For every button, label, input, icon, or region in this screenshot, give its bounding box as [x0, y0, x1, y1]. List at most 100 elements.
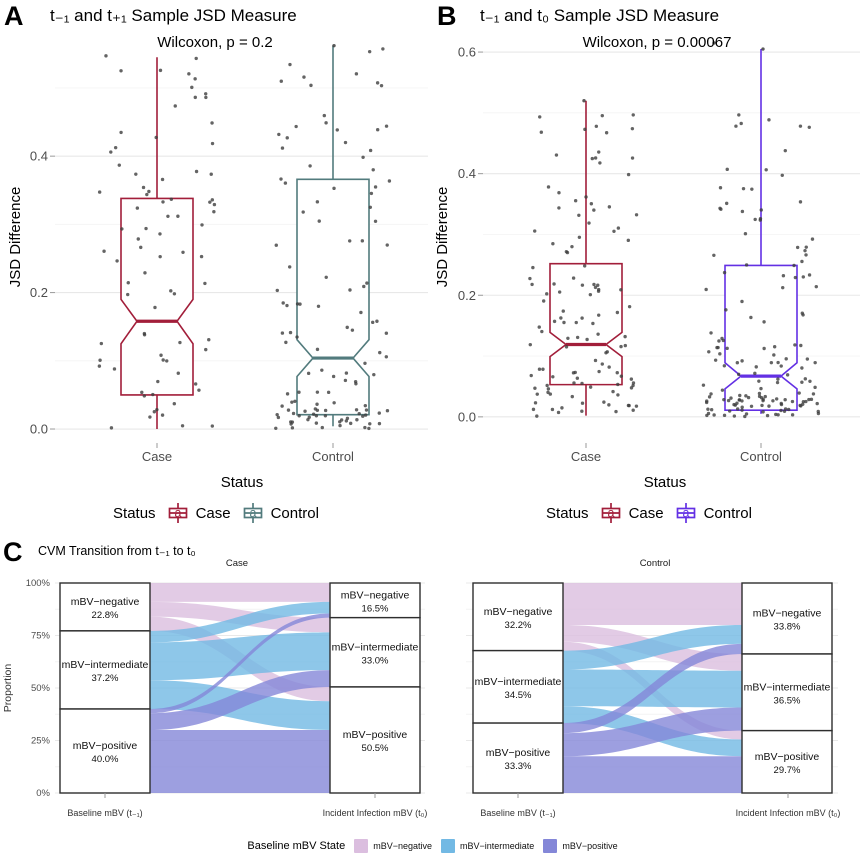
svg-text:0.0: 0.0 [30, 422, 48, 437]
alluvial-flows [150, 583, 330, 793]
legend-title: Status [546, 504, 589, 522]
legend-item-mbv-positive: mBV−positive [543, 839, 618, 853]
panel-a-xlabel: Status [221, 474, 264, 491]
alluvial-node [472, 582, 564, 652]
alluvial-node [741, 582, 833, 655]
panel-a-plot: 0.0 0.2 0.4 t₋₁ and t₊₁ Sample JSD Measure… [7, 6, 428, 491]
jitter-points [274, 43, 392, 431]
svg-text:22.8%: 22.8% [92, 610, 119, 621]
svg-text:33.8%: 33.8% [774, 621, 801, 632]
svg-text:25%: 25% [31, 736, 51, 747]
alluvial-flow [150, 613, 330, 714]
alluvial-flow [150, 601, 330, 643]
swatch-mbv-positive [543, 839, 558, 853]
svg-text:100%: 100% [26, 578, 51, 589]
alluvial-nodes: mBV−negative 32.2% mBV−intermediate 34.5% mB… [472, 582, 833, 794]
alluvial-flows [563, 583, 742, 793]
panel-c-plot: 0%25%50%75%100%CasemBV−negative22.8%mBV−… [2, 544, 841, 818]
svg-text:36.5%: 36.5% [774, 695, 801, 706]
legend-item-case: a Case [166, 501, 231, 525]
alluvial-flow [150, 583, 330, 602]
boxplot-key-icon: a [601, 503, 620, 523]
panel-a-annotation: Wilcoxon, p = 0.2 [157, 34, 272, 51]
svg-text:a: a [249, 506, 256, 520]
alluvial-flow [563, 625, 742, 670]
alluvial-node [329, 616, 421, 688]
svg-text:29.7%: 29.7% [774, 765, 801, 776]
svg-text:Control: Control [640, 558, 671, 569]
jitter-points [528, 99, 639, 418]
boxplot-case [120, 57, 194, 430]
svg-text:33.0%: 33.0% [362, 655, 389, 666]
panel-c: C 0% 25% 50% 75% 100% Case mBV−negative 22.8% mB… [0, 537, 865, 861]
svg-text:0.4: 0.4 [30, 149, 48, 164]
jitter-points [97, 54, 217, 430]
panel-b-title: t₋₁ and t₀ Sample JSD Measure [480, 6, 719, 25]
alluvial-nodes: mBV−negative 22.8% mBV−intermediate 37.2% mB… [59, 582, 421, 794]
svg-text:0%: 0% [36, 788, 50, 799]
legend-title: Status [113, 504, 156, 522]
svg-text:0.2: 0.2 [30, 285, 48, 300]
xtick-control: Control [312, 449, 354, 464]
svg-text:mBV−negative: mBV−negative [753, 607, 822, 619]
alluvial-legend-title: Baseline mBV State [247, 840, 346, 852]
jitter-points [701, 41, 821, 419]
panel-b-plot: 0.0 0.2 0.4 0.6 t₋₁ and t₀ Sample JSD Measu… [434, 6, 860, 491]
alluvial-flow [563, 756, 742, 793]
svg-text:0.6: 0.6 [458, 45, 476, 60]
svg-text:0.4: 0.4 [458, 166, 476, 181]
svg-text:mBV−positive: mBV−positive [343, 729, 408, 741]
boxplot-key-icon: a [168, 503, 187, 523]
svg-text:Baseline mBV (t₋₁): Baseline mBV (t₋₁) [67, 808, 142, 818]
svg-text:mBV−intermediate: mBV−intermediate [332, 641, 419, 653]
legend-item-mbv-intermediate: mBV−intermediate [441, 839, 534, 853]
panel-a-letter: A [4, 1, 24, 31]
svg-text:a: a [682, 506, 689, 520]
svg-text:Case: Case [226, 558, 248, 569]
svg-text:mBV−negative: mBV−negative [341, 589, 410, 601]
alluvial-flow [150, 632, 330, 681]
panel-a: A 0.0 0.2 0.4 t₋₁ and t₊₁ Sample JSD Measu… [0, 0, 432, 540]
alluvial-node [472, 722, 564, 794]
boxplot-case [549, 100, 623, 416]
svg-text:50%: 50% [31, 683, 51, 694]
alluvial-node [329, 582, 421, 619]
notched-box [120, 197, 194, 396]
svg-text:40.0%: 40.0% [92, 754, 119, 765]
legend-item-control: a Control [674, 501, 752, 525]
svg-text:mBV−intermediate: mBV−intermediate [744, 681, 831, 693]
svg-text:mBV−positive: mBV−positive [486, 747, 551, 759]
alluvial-node [59, 630, 151, 710]
svg-text:34.5%: 34.5% [505, 690, 532, 701]
boxplot-control [296, 45, 370, 427]
panel-a-legend: Status a Case a Control [0, 501, 432, 525]
gridlines [483, 51, 860, 418]
notched-box [296, 178, 370, 416]
panel-b-xlabel: Status [644, 474, 687, 491]
panel-c-ylabel: Proportion [2, 664, 14, 713]
boxplot-key-icon: a [243, 503, 262, 523]
alluvial-flow [563, 643, 742, 734]
svg-text:mBV−negative: mBV−negative [484, 606, 553, 618]
svg-text:37.2%: 37.2% [92, 673, 119, 684]
alluvial-node [741, 729, 833, 794]
legend-item-control: a Control [241, 501, 319, 525]
svg-text:50.5%: 50.5% [362, 743, 389, 754]
alluvial-node [329, 686, 421, 794]
alluvial-node [741, 653, 833, 732]
svg-text:mBV−negative: mBV−negative [71, 596, 140, 608]
svg-text:mBV−positive: mBV−positive [755, 751, 820, 763]
svg-text:33.3%: 33.3% [505, 761, 532, 772]
svg-text:Incident Infection mBV (t₀): Incident Infection mBV (t₀) [323, 808, 428, 818]
alluvial-legend: Baseline mBV State mBV−negative mBV−inte… [0, 839, 865, 853]
swatch-mbv-intermediate [441, 839, 456, 853]
xtick-case: Case [571, 449, 601, 464]
plot-layers: 0.0 0.2 0.4 0.6 [458, 41, 860, 448]
alluvial-flow [563, 583, 742, 625]
svg-text:Baseline mBV (t₋₁): Baseline mBV (t₋₁) [480, 808, 555, 818]
xtick-case: Case [142, 449, 172, 464]
svg-text:75%: 75% [31, 631, 51, 642]
notched-box [549, 262, 623, 386]
alluvial-layers: 0%25%50%75%100%CasemBV−negative22.8%mBV−… [26, 558, 841, 818]
